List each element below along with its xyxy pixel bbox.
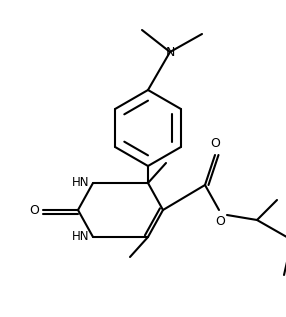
Text: O: O <box>29 204 39 217</box>
Text: HN: HN <box>72 230 89 243</box>
Text: HN: HN <box>72 177 89 190</box>
Text: O: O <box>215 215 225 228</box>
Text: N: N <box>165 46 175 59</box>
Text: O: O <box>210 137 220 150</box>
